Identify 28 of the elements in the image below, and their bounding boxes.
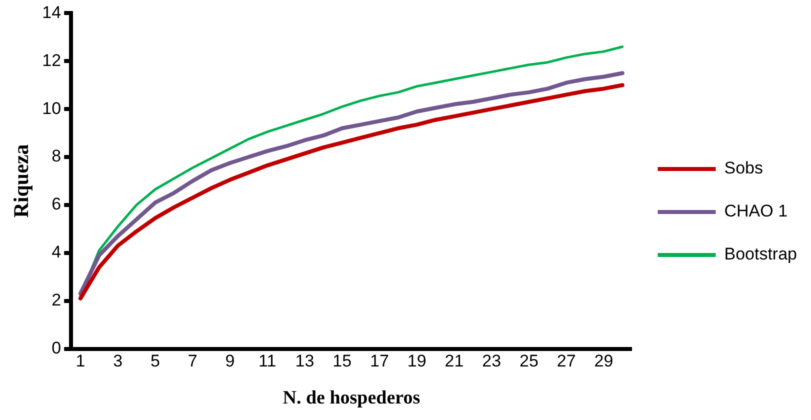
x-tick-label: 25 (519, 352, 538, 371)
y-tick-label: 8 (52, 146, 62, 166)
legend-label: Bootstrap (724, 244, 797, 264)
y-tick-label: 2 (52, 290, 62, 310)
x-tick-label: 7 (188, 352, 198, 371)
x-axis-title: N. de hospederos (282, 388, 420, 409)
x-tick-label: 19 (407, 352, 426, 371)
x-tick-label: 1 (76, 352, 86, 371)
x-tick-label: 15 (332, 352, 352, 371)
y-tick-label: 6 (52, 194, 62, 214)
y-tick-label: 12 (42, 50, 62, 70)
legend-label: Sobs (724, 158, 763, 178)
x-tick-label: 3 (113, 352, 123, 371)
x-tick-label: 13 (295, 352, 314, 371)
x-tick-label: 29 (594, 352, 614, 371)
y-tick-label: 14 (42, 2, 62, 22)
x-tick-label: 9 (225, 352, 235, 371)
x-tick-label: 11 (258, 352, 276, 371)
y-tick-label: 4 (52, 242, 62, 262)
y-tick-label: 10 (42, 98, 62, 118)
x-tick-label: 17 (370, 352, 389, 371)
y-axis-title: Riqueza (9, 144, 34, 218)
x-tick-label: 27 (556, 352, 576, 371)
x-tick-label: 23 (482, 352, 502, 371)
y-tick-label: 0 (52, 338, 62, 358)
legend-label: CHAO 1 (724, 202, 788, 221)
x-tick-label: 21 (444, 352, 464, 371)
x-tick-label: 5 (150, 352, 160, 371)
